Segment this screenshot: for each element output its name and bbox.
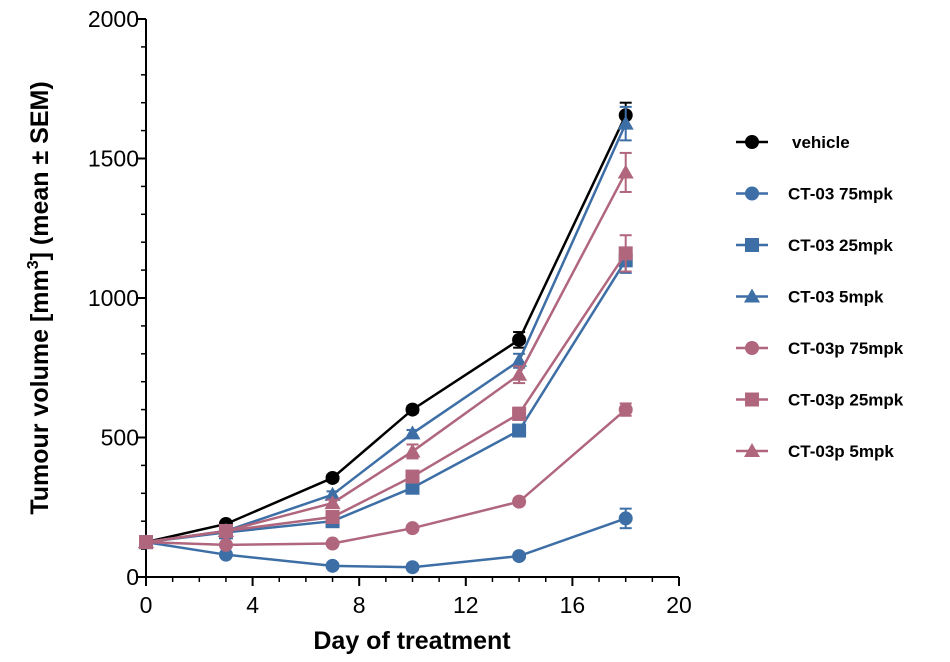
series-group bbox=[139, 402, 633, 552]
data-point bbox=[511, 366, 528, 381]
data-point bbox=[404, 425, 421, 440]
series-group bbox=[138, 105, 634, 549]
data-point bbox=[405, 402, 420, 417]
legend-label: CT-03p 75mpk bbox=[788, 339, 904, 358]
data-point bbox=[325, 470, 340, 485]
series-group bbox=[139, 101, 633, 550]
legend-item: CT-03 75mpk bbox=[736, 185, 893, 204]
ticks: 0 4 8 12 16 20 0 500 1000 1500 2000 bbox=[88, 6, 692, 618]
series-line bbox=[145, 114, 627, 544]
legend-item: CT-03 25mpk bbox=[736, 236, 893, 255]
data-point bbox=[405, 469, 420, 484]
data-point bbox=[618, 402, 633, 417]
data-point bbox=[325, 558, 340, 573]
y-axis-title-end: ] (mean ± SEM) bbox=[26, 81, 54, 260]
data-point bbox=[618, 246, 633, 261]
data-point bbox=[324, 486, 341, 501]
data-point bbox=[405, 480, 420, 495]
series-group bbox=[139, 507, 633, 575]
legend-label: CT-03p 5mpk bbox=[788, 442, 894, 461]
data-point bbox=[325, 536, 340, 551]
data-point bbox=[324, 495, 341, 510]
series-line bbox=[145, 123, 627, 544]
legend-label: CT-03 25mpk bbox=[788, 236, 893, 255]
data-point bbox=[404, 443, 421, 458]
series-group bbox=[139, 234, 633, 550]
legend-label: CT-03 75mpk bbox=[788, 185, 893, 204]
series bbox=[138, 101, 634, 575]
data-point bbox=[218, 547, 233, 562]
legend-item: vehicle bbox=[736, 133, 850, 152]
data-point bbox=[325, 510, 340, 525]
data-point bbox=[512, 494, 527, 509]
x-tick-label: 20 bbox=[666, 592, 692, 618]
series-group bbox=[139, 246, 633, 550]
legend-marker bbox=[744, 288, 760, 303]
legend-marker bbox=[745, 238, 759, 252]
y-tick-label: 1000 bbox=[88, 285, 139, 311]
x-tick-label: 8 bbox=[353, 592, 366, 618]
series-line bbox=[145, 408, 627, 547]
legend-item: CT-03p 75mpk bbox=[736, 339, 904, 358]
legend-label: CT-03 5mpk bbox=[788, 288, 884, 307]
data-point bbox=[511, 352, 528, 367]
legend-marker bbox=[744, 443, 760, 457]
legend-item: CT-03p 5mpk bbox=[736, 442, 894, 461]
y-tick-label: 2000 bbox=[88, 6, 139, 32]
legend-item: CT-03p 25mpk bbox=[736, 391, 904, 410]
x-tick-label: 16 bbox=[560, 592, 586, 618]
legend-marker bbox=[745, 135, 759, 149]
legend-label: vehicle bbox=[792, 133, 850, 152]
data-point bbox=[617, 164, 634, 179]
x-tick-label: 0 bbox=[140, 592, 153, 618]
y-axis-title-main: Tumour volume [mm bbox=[26, 269, 54, 514]
data-point bbox=[512, 406, 527, 421]
legend-item: CT-03 5mpk bbox=[736, 288, 884, 307]
data-point bbox=[138, 534, 154, 549]
y-axis-title: Tumour volume [mm3] (mean ± SEM) bbox=[25, 81, 54, 514]
y-axis-title-sup: 3 bbox=[25, 260, 42, 269]
x-tick-label: 12 bbox=[453, 592, 479, 618]
data-point bbox=[218, 537, 233, 552]
legend-label: CT-03p 25mpk bbox=[788, 391, 904, 410]
legend-marker bbox=[745, 341, 759, 355]
y-tick-label: 500 bbox=[101, 425, 139, 451]
y-tick-label: 0 bbox=[126, 564, 139, 590]
legend: vehicle CT-03 75mpk CT-03 25mpk CT-03 5mpk C… bbox=[736, 133, 904, 461]
data-point bbox=[618, 511, 633, 526]
data-point bbox=[617, 115, 634, 130]
series-group bbox=[138, 151, 634, 549]
data-point bbox=[217, 522, 234, 537]
series-line bbox=[145, 259, 627, 544]
series-line bbox=[145, 171, 627, 544]
x-tick-label: 4 bbox=[246, 592, 259, 618]
data-point bbox=[512, 423, 527, 438]
data-point bbox=[512, 332, 527, 347]
y-tick-label: 1500 bbox=[88, 146, 139, 172]
legend-marker bbox=[745, 186, 759, 201]
x-axis-title: Day of treatment bbox=[313, 627, 511, 655]
data-point bbox=[405, 560, 420, 575]
series-line bbox=[145, 517, 627, 569]
legend-marker bbox=[745, 392, 759, 407]
data-point bbox=[512, 549, 527, 564]
data-point bbox=[405, 521, 420, 536]
